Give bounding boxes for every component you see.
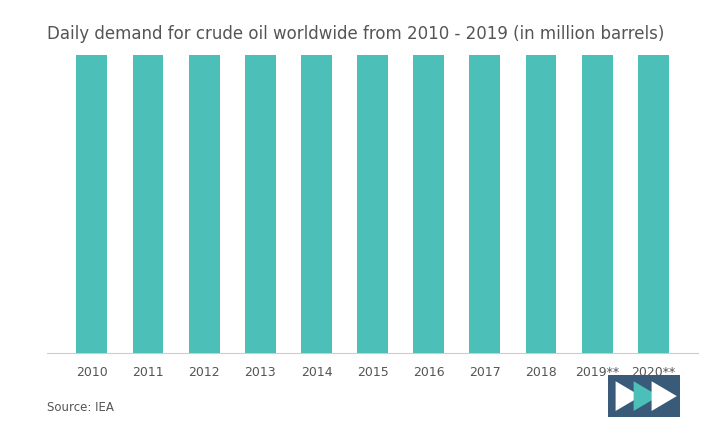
Bar (76, 0, 107, 353)
Bar (526, 0, 557, 353)
Bar (189, 0, 220, 353)
Text: Daily demand for crude oil worldwide from 2010 - 2019 (in million barrels): Daily demand for crude oil worldwide fro… (47, 25, 664, 42)
Bar (638, 0, 669, 353)
Bar (132, 0, 163, 353)
Bar (301, 0, 332, 353)
Bar (413, 0, 444, 353)
Text: Source: IEA: Source: IEA (47, 401, 114, 414)
Bar (357, 0, 388, 353)
Bar (469, 0, 500, 353)
Bar (245, 0, 276, 353)
Polygon shape (634, 381, 659, 411)
Polygon shape (652, 381, 677, 411)
Bar (582, 0, 613, 353)
Polygon shape (616, 381, 641, 411)
